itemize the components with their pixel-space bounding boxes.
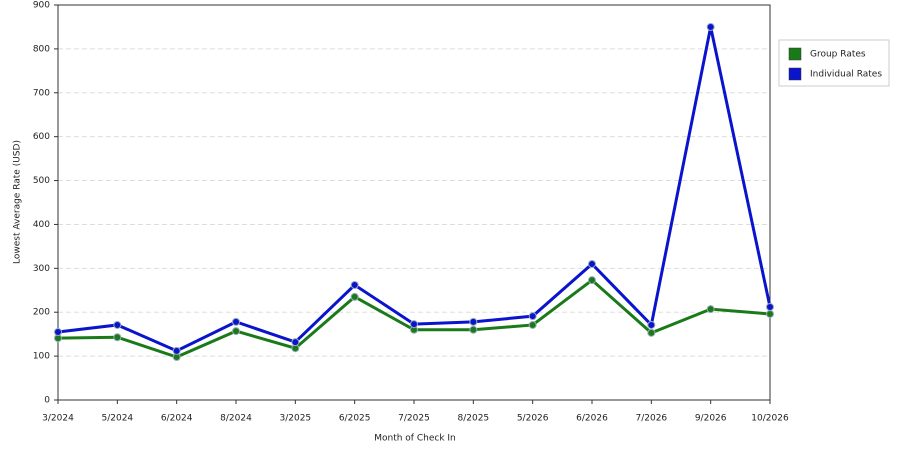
- point: [706, 305, 715, 314]
- point: [706, 22, 715, 31]
- x-tick-label: 9/2026: [695, 414, 727, 424]
- x-tick-label: 7/2025: [398, 414, 430, 424]
- y-tick-label: 800: [33, 44, 50, 54]
- point: [113, 320, 122, 329]
- x-tick-label: 6/2024: [161, 414, 193, 424]
- point: [291, 338, 300, 347]
- x-tick-label: 5/2026: [517, 414, 549, 424]
- point: [766, 302, 774, 311]
- point: [54, 327, 62, 336]
- point: [647, 320, 656, 329]
- y-tick-label: 700: [33, 88, 50, 98]
- point: [766, 309, 774, 318]
- legend-swatch: [788, 67, 802, 81]
- point: [588, 276, 596, 285]
- legend-label: Individual Rates: [810, 70, 882, 80]
- x-tick-label: 5/2024: [101, 414, 133, 424]
- x-tick-label: 6/2025: [339, 414, 371, 424]
- y-axis-label: Lowest Average Rate (USD): [13, 140, 23, 264]
- series-line: [57, 26, 772, 353]
- point: [647, 328, 656, 337]
- point: [350, 292, 359, 301]
- point: [588, 259, 596, 268]
- y-tick-label: 300: [33, 264, 50, 274]
- point: [410, 320, 418, 329]
- x-tick-label: 8/2024: [220, 414, 252, 424]
- y-tick-label: 900: [33, 1, 50, 11]
- point: [528, 312, 537, 321]
- x-axis-label: Month of Check In: [374, 434, 456, 444]
- point: [232, 327, 240, 336]
- point: [528, 320, 537, 329]
- y-tick-label: 100: [33, 352, 50, 362]
- point: [172, 346, 181, 355]
- point: [232, 317, 240, 326]
- y-tick-label: 600: [33, 132, 50, 142]
- y-tick-label: 500: [33, 176, 50, 186]
- x-tick-label: 7/2026: [635, 414, 667, 424]
- point: [113, 333, 122, 342]
- plot-frame: [57, 4, 771, 401]
- x-tick-label: 3/2025: [279, 414, 311, 424]
- y-tick-label: 0: [44, 396, 50, 406]
- x-tick-label: 8/2025: [457, 414, 489, 424]
- point: [350, 281, 359, 290]
- y-tick-label: 400: [33, 220, 50, 230]
- x-tick-label: 10/2026: [751, 414, 789, 424]
- x-tick-label: 6/2026: [576, 414, 608, 424]
- point: [469, 325, 478, 334]
- y-tick-label: 200: [33, 308, 50, 318]
- legend-swatch: [788, 47, 802, 61]
- legend-label: Group Rates: [810, 50, 866, 60]
- point: [469, 317, 478, 326]
- x-tick-label: 3/2024: [42, 414, 74, 424]
